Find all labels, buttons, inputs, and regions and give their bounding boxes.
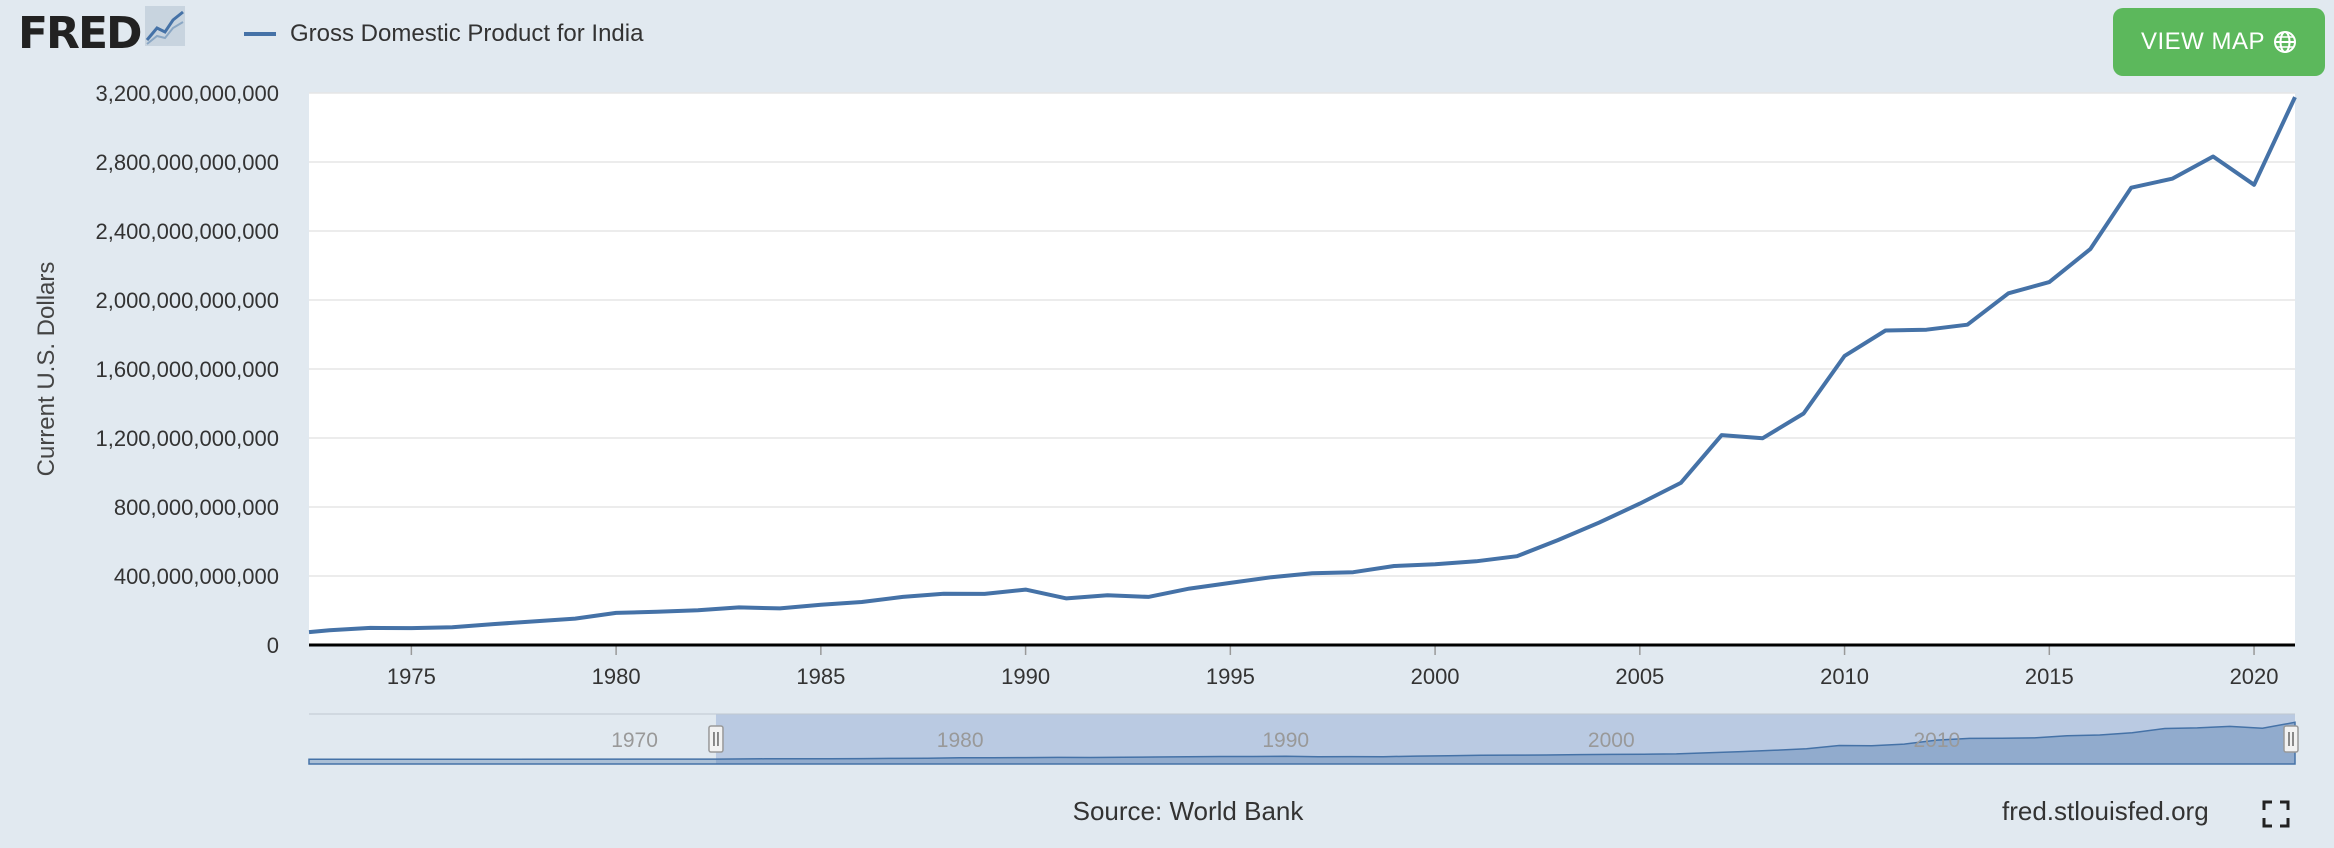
- legend-series-label: Gross Domestic Product for India: [290, 20, 644, 47]
- y-tick-label: 0: [267, 633, 279, 658]
- handle-grip[interactable]: [2283, 725, 2299, 753]
- view-map-button[interactable]: VIEW MAP: [2113, 8, 2325, 76]
- fred-chart-icon: [145, 6, 185, 46]
- fullscreen-icon[interactable]: [2262, 800, 2290, 828]
- navigator-labels: 1970 1980 1990 2000 2010: [611, 729, 1960, 752]
- chart-legend[interactable]: Gross Domestic Product for India: [244, 14, 643, 54]
- navigator-label: 2010: [1914, 729, 1961, 752]
- range-navigator[interactable]: 1970 1980 1990 2000 2010: [308, 713, 2299, 765]
- x-tick-label: 1980: [592, 664, 641, 689]
- navigator-label: 2000: [1588, 729, 1635, 752]
- x-tick-label: 1990: [1001, 664, 1050, 689]
- globe-icon: [2274, 31, 2296, 53]
- x-tick-label: 2005: [1615, 664, 1664, 689]
- fred-logo-text: FRED: [18, 8, 143, 59]
- y-tick-label: 400,000,000,000: [114, 564, 279, 589]
- navigator-label: 1970: [611, 729, 658, 752]
- x-tick-label: 1995: [1206, 664, 1255, 689]
- x-tick-label: 1985: [796, 664, 845, 689]
- x-tick-label: 2000: [1411, 664, 1460, 689]
- view-map-label: VIEW MAP: [2140, 28, 2265, 55]
- navigator-area: [308, 721, 2296, 765]
- x-axis-ticks: 1975 1980 1985 1990 1995 2000 2005 2010 2015 2020: [387, 645, 2279, 689]
- y-tick-label: 800,000,000,000: [114, 495, 279, 520]
- x-tick-label: 1975: [387, 664, 436, 689]
- y-axis-ticks: 0 400,000,000,000 800,000,000,000 1,200,000…: [95, 81, 279, 658]
- y-axis-title: Current U.S. Dollars: [33, 262, 60, 477]
- handle-grip[interactable]: [708, 725, 724, 753]
- x-tick-label: 2020: [2230, 664, 2279, 689]
- navigator-handle-left[interactable]: [708, 725, 724, 753]
- navigator-label: 1980: [937, 729, 984, 752]
- legend-swatch: [244, 32, 276, 36]
- navigator-handle-right[interactable]: [2283, 725, 2299, 753]
- navigator-label: 1990: [1262, 729, 1309, 752]
- gdp-line-chart[interactable]: 0 400,000,000,000 800,000,000,000 1,200,000…: [0, 0, 2334, 790]
- x-tick-label: 2010: [1820, 664, 1869, 689]
- series-line-gdp-india[interactable]: [308, 96, 2297, 635]
- y-tick-label: 2,000,000,000,000: [95, 288, 279, 313]
- y-tick-label: 3,200,000,000,000: [95, 81, 279, 106]
- source-label: Source: World Bank: [1072, 796, 1304, 826]
- x-tick-label: 2015: [2025, 664, 2074, 689]
- fred-logo[interactable]: FRED: [18, 8, 143, 59]
- y-tick-label: 2,400,000,000,000: [95, 219, 279, 244]
- fred-url-link[interactable]: fred.stlouisfed.org: [2002, 796, 2209, 826]
- y-tick-label: 1,600,000,000,000: [95, 357, 279, 382]
- y-tick-label: 2,800,000,000,000: [95, 150, 279, 175]
- y-tick-label: 1,200,000,000,000: [95, 426, 279, 451]
